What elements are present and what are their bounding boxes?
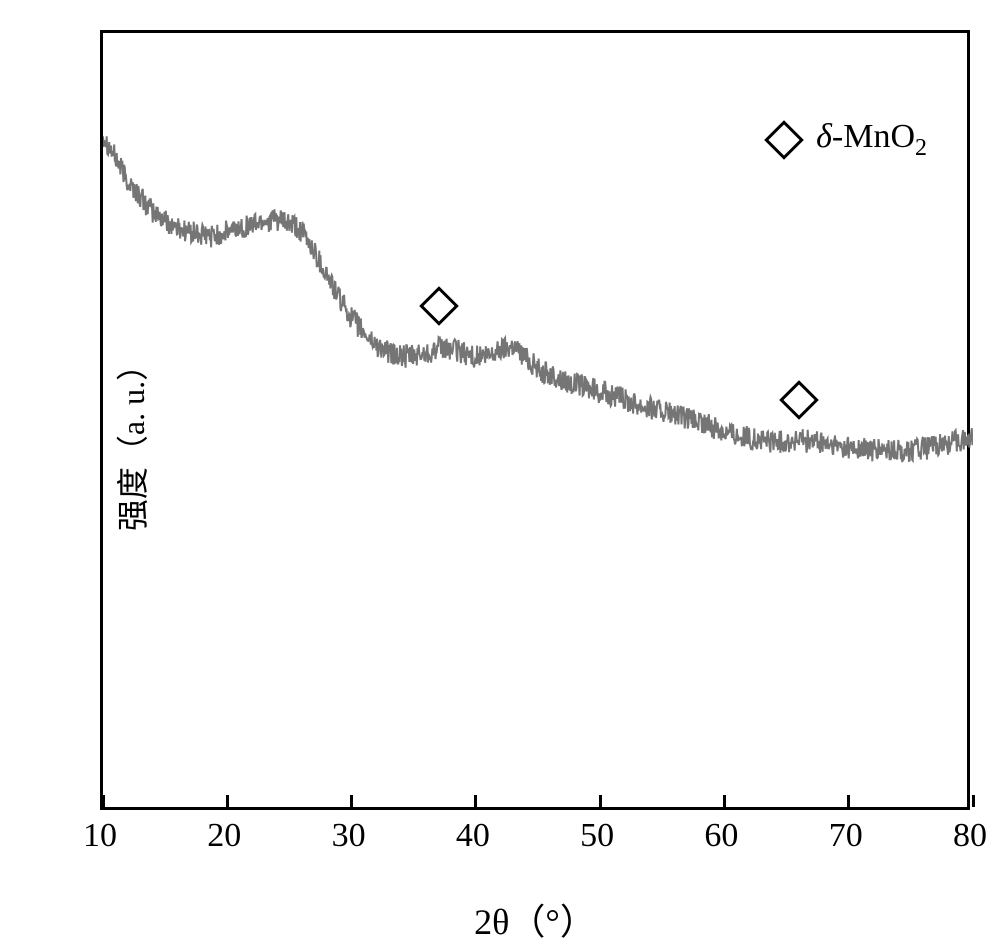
legend-subscript: 2 — [915, 135, 927, 161]
legend-diamond-icon — [764, 120, 804, 160]
x-tick-inner — [474, 795, 477, 807]
x-tick-label: 70 — [829, 817, 863, 855]
xrd-chart: δ-MnO2 强度（a. u.） 2θ（°） 1020304050607080 — [100, 30, 970, 850]
x-tick-inner — [972, 795, 975, 807]
x-tick-inner — [847, 795, 850, 807]
plot-area: δ-MnO2 — [100, 30, 970, 810]
x-tick-label: 80 — [953, 817, 987, 855]
x-tick-label: 10 — [83, 817, 117, 855]
x-tick-inner — [350, 795, 353, 807]
x-tick-inner — [599, 795, 602, 807]
x-axis-label: 2θ（°） — [474, 893, 596, 945]
y-axis-label: 强度（a. u.） — [108, 349, 154, 531]
x-tick-inner — [102, 795, 105, 807]
x-tick-label: 50 — [580, 817, 614, 855]
x-tick-label: 20 — [207, 817, 241, 855]
legend: δ-MnO2 — [770, 118, 927, 162]
legend-main-text: -MnO — [832, 118, 915, 155]
x-tick-label: 30 — [332, 817, 366, 855]
legend-label: δ-MnO2 — [816, 118, 927, 162]
legend-italic-prefix: δ — [816, 118, 832, 155]
x-tick-inner — [723, 795, 726, 807]
x-tick-label: 40 — [456, 817, 490, 855]
x-tick-label: 60 — [704, 817, 738, 855]
x-tick-inner — [226, 795, 229, 807]
